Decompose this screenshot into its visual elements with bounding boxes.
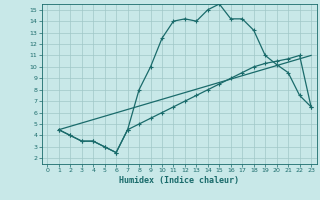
X-axis label: Humidex (Indice chaleur): Humidex (Indice chaleur) bbox=[119, 176, 239, 185]
